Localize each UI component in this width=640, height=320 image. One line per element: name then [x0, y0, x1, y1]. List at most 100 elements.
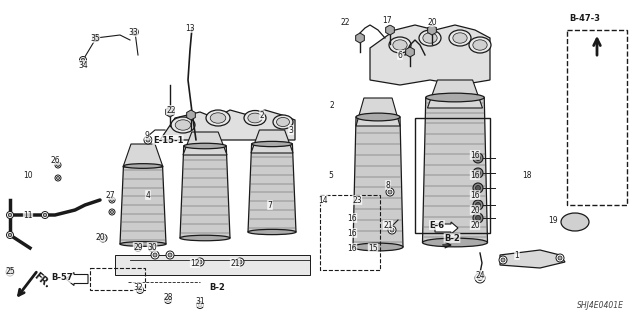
Text: 12: 12 [190, 259, 200, 268]
Circle shape [133, 30, 137, 34]
Polygon shape [251, 130, 293, 153]
Circle shape [558, 256, 562, 260]
Text: 26: 26 [50, 156, 60, 164]
Circle shape [198, 303, 202, 307]
Circle shape [166, 251, 174, 259]
Ellipse shape [175, 120, 191, 130]
Circle shape [131, 28, 138, 36]
Text: 22: 22 [166, 106, 176, 115]
Ellipse shape [206, 110, 230, 126]
Circle shape [138, 288, 141, 292]
Circle shape [93, 35, 99, 42]
Circle shape [99, 234, 107, 242]
Bar [415, 118, 490, 233]
Text: 18: 18 [522, 171, 532, 180]
Polygon shape [353, 117, 403, 247]
Ellipse shape [276, 117, 289, 126]
Text: SHJ4E0401E: SHJ4E0401E [577, 301, 623, 310]
Text: 10: 10 [23, 171, 33, 180]
Circle shape [55, 175, 61, 181]
Text: 21: 21 [230, 259, 240, 268]
Circle shape [476, 171, 481, 175]
Text: B-2: B-2 [444, 234, 460, 243]
Circle shape [111, 198, 113, 202]
Circle shape [153, 253, 157, 257]
Polygon shape [120, 166, 166, 244]
Ellipse shape [453, 33, 467, 43]
Text: 15: 15 [368, 244, 378, 252]
Ellipse shape [244, 110, 266, 125]
Bar [567, 30, 627, 205]
Circle shape [477, 276, 483, 281]
Text: 16: 16 [347, 228, 357, 237]
Text: 31: 31 [195, 298, 205, 307]
Circle shape [556, 254, 564, 262]
Text: 2: 2 [260, 110, 264, 119]
Circle shape [476, 203, 481, 207]
Ellipse shape [423, 33, 437, 43]
Circle shape [81, 58, 84, 62]
Ellipse shape [356, 113, 400, 121]
Circle shape [168, 253, 172, 257]
Text: 7: 7 [268, 201, 273, 210]
Ellipse shape [469, 37, 491, 53]
Circle shape [56, 164, 60, 166]
Text: B-47-3: B-47-3 [570, 13, 600, 22]
Circle shape [473, 153, 483, 163]
Polygon shape [422, 98, 488, 243]
Ellipse shape [171, 117, 195, 133]
Circle shape [6, 268, 14, 276]
Circle shape [111, 211, 113, 213]
Text: 16: 16 [347, 244, 357, 252]
Text: FR.: FR. [32, 271, 52, 290]
Text: 28: 28 [163, 292, 173, 301]
Circle shape [473, 200, 483, 210]
Text: 21: 21 [383, 220, 393, 229]
Circle shape [109, 209, 115, 215]
Polygon shape [428, 80, 483, 108]
Text: 24: 24 [475, 270, 485, 279]
Text: 17: 17 [382, 15, 392, 25]
Circle shape [390, 228, 394, 232]
Text: 16: 16 [470, 190, 480, 199]
Circle shape [151, 251, 159, 259]
Ellipse shape [561, 213, 589, 231]
Text: 34: 34 [78, 60, 88, 69]
Polygon shape [500, 250, 565, 268]
Circle shape [55, 162, 61, 168]
Circle shape [476, 186, 481, 190]
Ellipse shape [393, 40, 407, 50]
Circle shape [8, 213, 12, 217]
Circle shape [136, 286, 143, 293]
Circle shape [501, 258, 505, 262]
Text: 1: 1 [515, 251, 520, 260]
Ellipse shape [353, 243, 403, 251]
Ellipse shape [180, 235, 230, 241]
Text: 5: 5 [328, 171, 333, 180]
Polygon shape [123, 144, 163, 167]
Ellipse shape [419, 30, 441, 46]
Ellipse shape [248, 229, 296, 235]
Text: 20: 20 [95, 233, 105, 242]
Text: 33: 33 [128, 28, 138, 36]
Text: 3: 3 [289, 125, 293, 134]
Circle shape [196, 258, 204, 266]
Circle shape [164, 297, 172, 303]
Circle shape [8, 270, 12, 274]
Circle shape [146, 138, 150, 142]
Ellipse shape [473, 40, 487, 50]
Circle shape [8, 233, 12, 237]
Text: 25: 25 [5, 268, 15, 276]
Circle shape [166, 298, 170, 302]
Circle shape [473, 183, 483, 193]
Ellipse shape [449, 30, 471, 46]
Circle shape [236, 258, 244, 266]
Text: 11: 11 [23, 211, 33, 220]
Text: 30: 30 [147, 243, 157, 252]
Text: 20: 20 [427, 18, 437, 27]
Text: 16: 16 [470, 150, 480, 159]
Text: 16: 16 [470, 171, 480, 180]
Circle shape [144, 136, 152, 144]
Circle shape [148, 244, 156, 252]
Text: 27: 27 [105, 190, 115, 199]
